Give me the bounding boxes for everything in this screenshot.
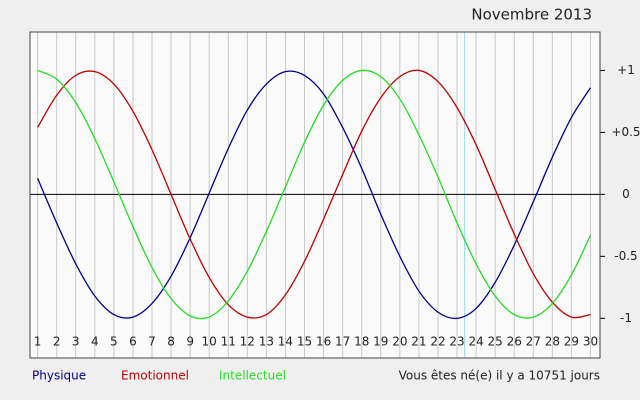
x-tick-label: 10 [202, 335, 217, 349]
x-tick-label: 23 [449, 335, 464, 349]
y-tick-label: -0.5 [614, 249, 637, 263]
x-tick-label: 8 [167, 335, 175, 349]
x-tick-label: 21 [411, 335, 426, 349]
x-tick-label: 19 [373, 335, 388, 349]
x-tick-label: 28 [545, 335, 560, 349]
x-tick-label: 9 [186, 335, 194, 349]
x-tick-label: 25 [488, 335, 503, 349]
x-tick-label: 3 [72, 335, 80, 349]
x-tick-label: 26 [507, 335, 522, 349]
x-tick-label: 4 [91, 335, 99, 349]
x-tick-label: 7 [148, 335, 156, 349]
x-tick-label: 29 [564, 335, 579, 349]
x-tick-label: 15 [297, 335, 312, 349]
x-tick-label: 11 [221, 335, 236, 349]
footer-note: Vous êtes né(e) il y a 10751 jours [399, 369, 600, 383]
x-tick-label: 5 [110, 335, 118, 349]
plot-area [30, 32, 600, 358]
x-tick-label: 22 [430, 335, 445, 349]
x-tick-label: 24 [468, 335, 483, 349]
x-tick-label: 16 [316, 335, 331, 349]
x-tick-label: 30 [583, 335, 598, 349]
x-tick-label: 18 [354, 335, 369, 349]
x-tick-label: 27 [526, 335, 541, 349]
legend-entry: Emotionnel [121, 369, 189, 383]
x-tick-label: 1 [34, 335, 42, 349]
y-tick-label: 0 [622, 187, 630, 201]
y-tick-label: +1 [617, 63, 635, 77]
series-line [37, 69, 592, 320]
series-line [37, 70, 592, 320]
y-tick-label: +0.5 [611, 125, 640, 139]
x-tick-label: 17 [335, 335, 350, 349]
y-tick-label: -1 [620, 311, 632, 325]
x-tick-label: 13 [259, 335, 274, 349]
x-tick-label: 14 [278, 335, 293, 349]
x-tick-label: 12 [240, 335, 255, 349]
chart-title: Novembre 2013 [471, 6, 592, 24]
x-tick-label: 2 [53, 335, 61, 349]
series-line [37, 69, 591, 319]
legend-entry: Intellectuel [219, 369, 286, 383]
plot-frame [29, 31, 601, 359]
x-tick-label: 20 [392, 335, 407, 349]
x-tick-label: 6 [129, 335, 137, 349]
legend-entry: Physique [32, 369, 86, 383]
